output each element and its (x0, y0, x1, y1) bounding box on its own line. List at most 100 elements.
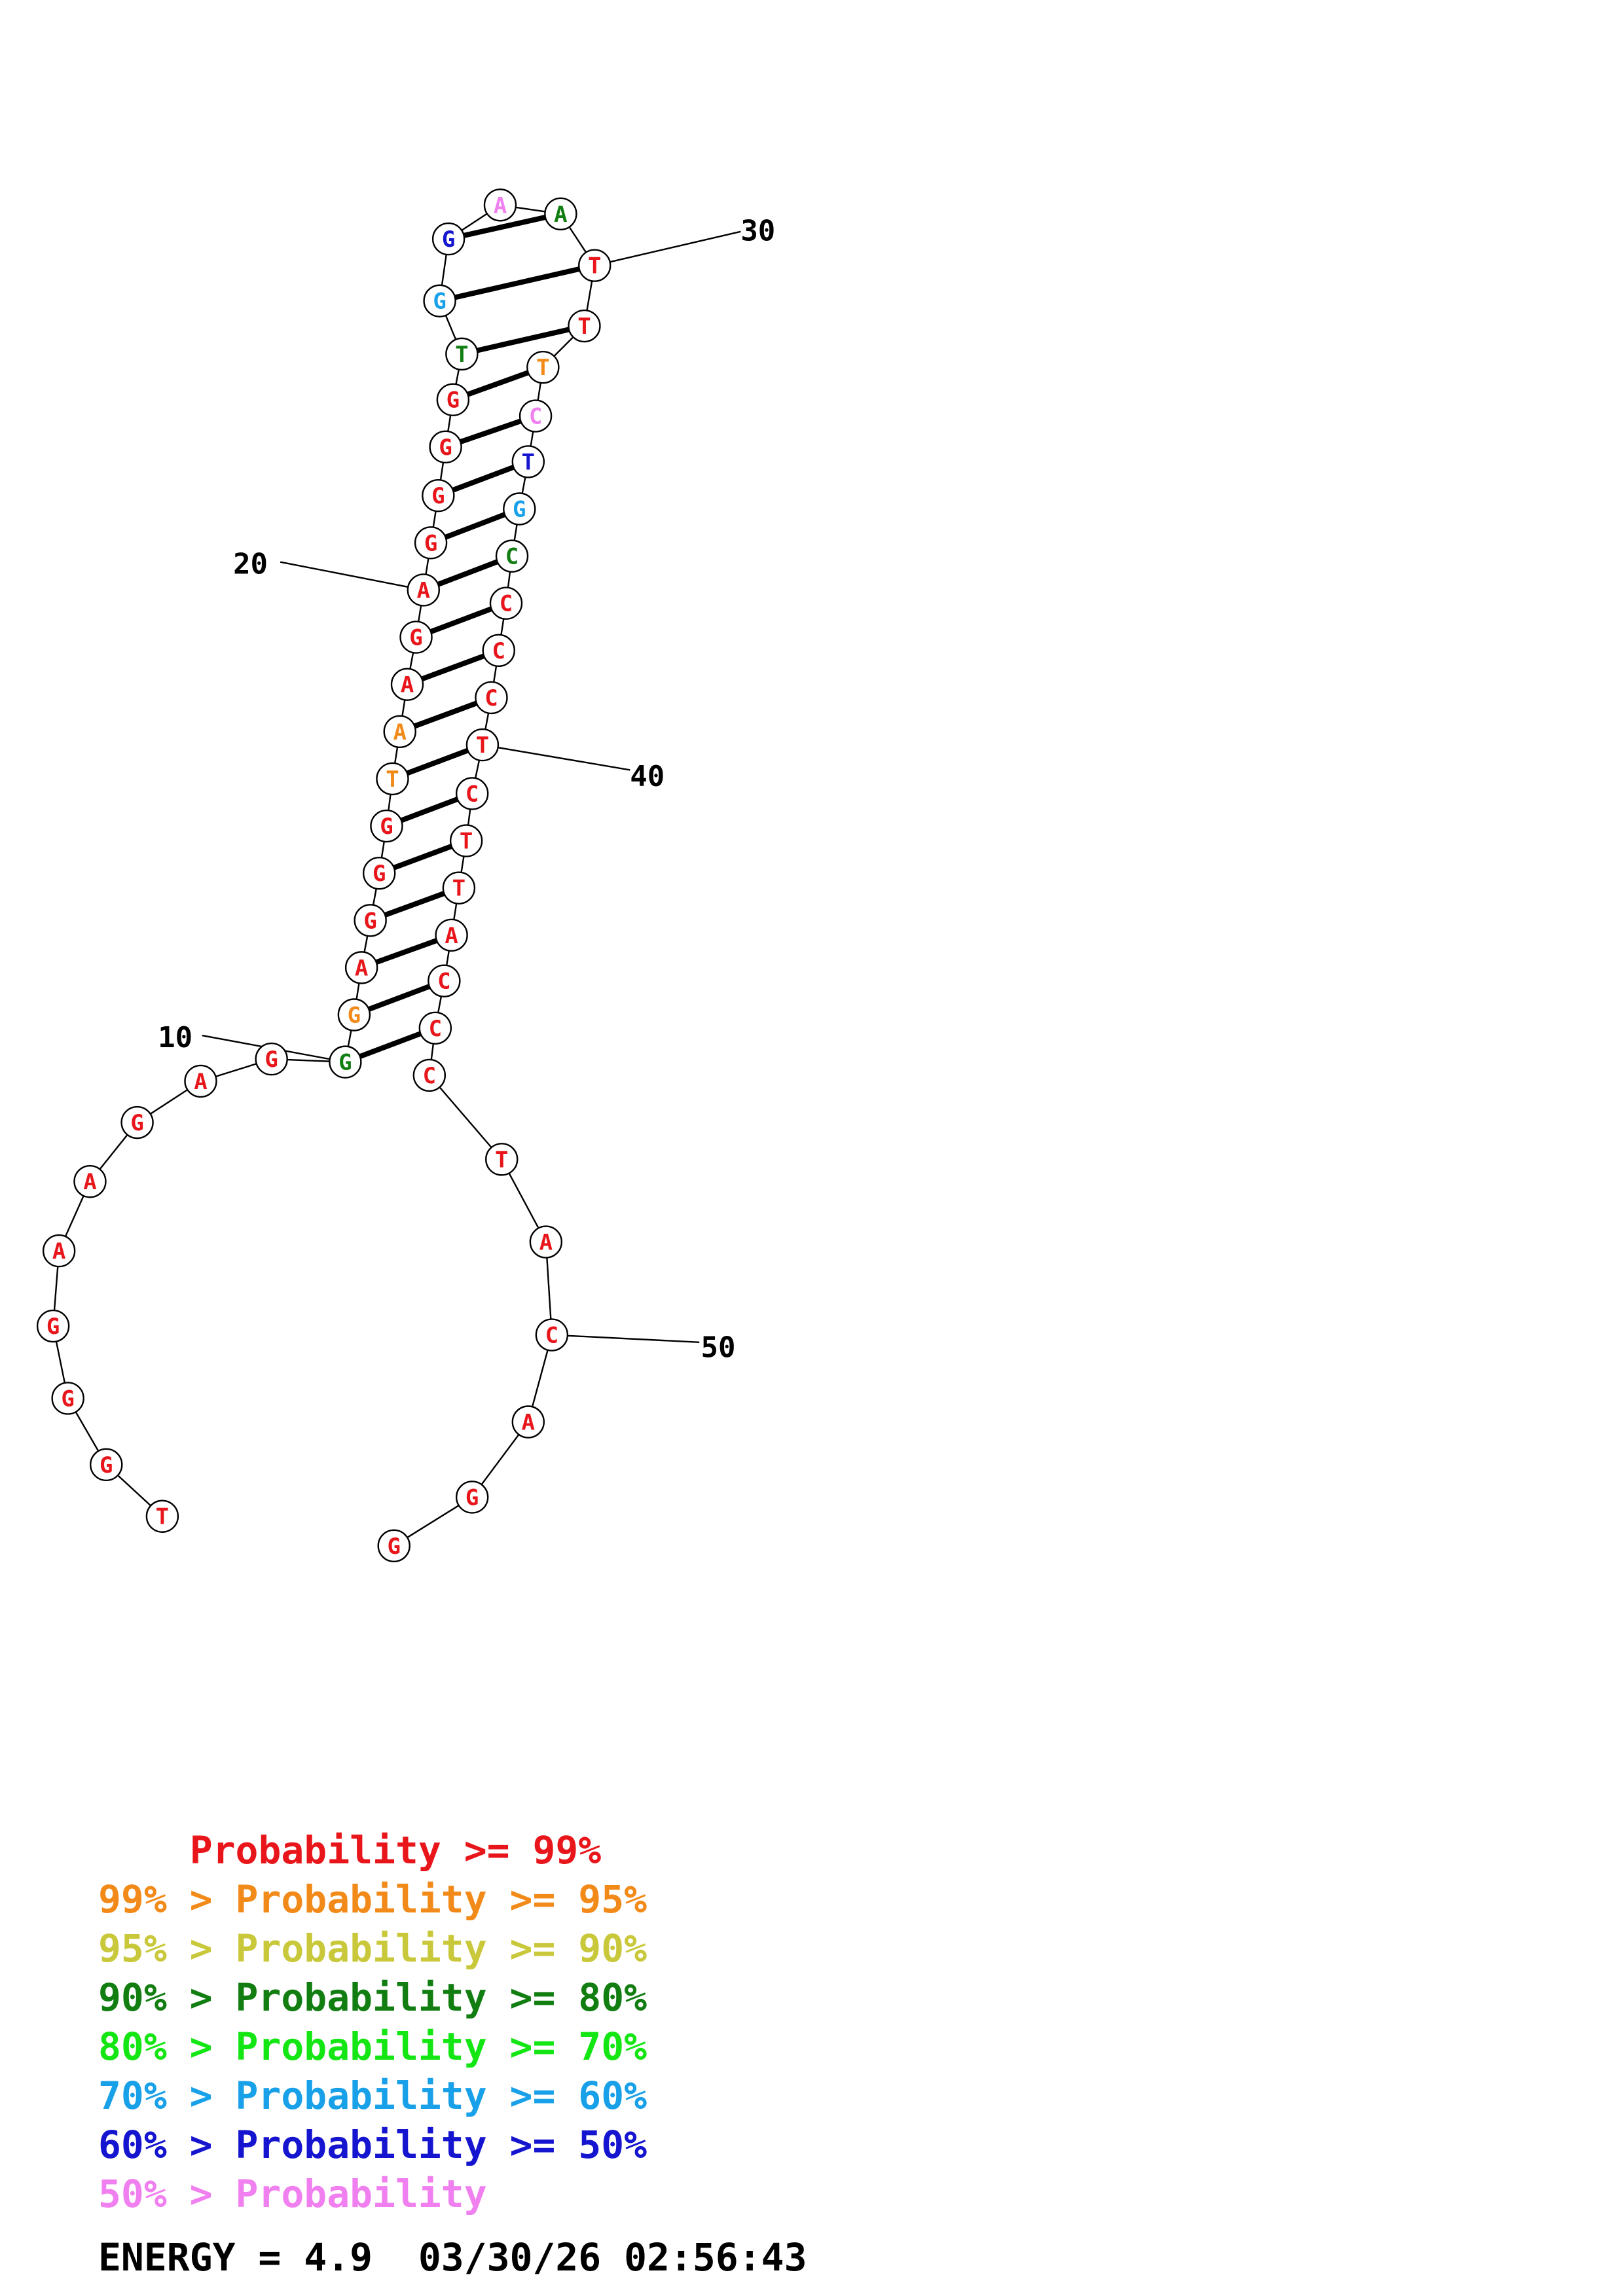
nucleotide-letter: G (100, 1452, 113, 1479)
nucleotide-letter: G (46, 1314, 60, 1340)
nucleotide-letter: C (484, 685, 498, 711)
nucleotide: T (465, 728, 500, 762)
nucleotide-circle (376, 762, 409, 796)
nucleotide-circle (465, 728, 500, 762)
nucleotide-circle (51, 1382, 84, 1415)
legend-entry: 90% > Probability >= 80% (98, 1973, 647, 2022)
base-pair-bond (439, 262, 596, 304)
base-pair-bond (461, 323, 585, 357)
nucleotide: C (519, 399, 553, 433)
nucleotide-circle (435, 918, 468, 952)
nucleotide-letter: A (83, 1169, 96, 1195)
nucleotide-circle (42, 1234, 76, 1268)
nucleotide: G (455, 1480, 489, 1514)
nucleotide: T (568, 309, 601, 343)
nucleotide-circle (535, 1318, 569, 1352)
nucleotide-circle (73, 1164, 107, 1198)
nucleotide-letter: C (437, 969, 450, 995)
nucleotide-letter: T (455, 342, 468, 368)
legend-entry-indent (98, 1828, 190, 1873)
base-pair-bond (448, 211, 562, 242)
nucleotide-circle (529, 1225, 563, 1259)
nucleotide: C (418, 1011, 452, 1045)
nucleotide: G (36, 1309, 70, 1343)
nucleotide-letter: C (465, 781, 479, 807)
nucleotide: G (362, 856, 396, 890)
nucleotide-letter: G (363, 908, 376, 934)
nucleotide-letter: A (401, 672, 414, 698)
nucleotide: G (414, 526, 448, 560)
nucleotide-letter: C (423, 1063, 436, 1089)
nucleotide-letter: A (522, 1410, 535, 1436)
position-label-line (551, 1334, 700, 1344)
nucleotide-circle (485, 1143, 519, 1176)
nucleotide: A (184, 1064, 217, 1098)
nucleotide-letter: G (433, 289, 446, 315)
nucleotide: G (370, 809, 403, 843)
position-label: 50 (701, 1331, 735, 1364)
position-label-line (280, 561, 424, 591)
nucleotide-letter: G (513, 497, 526, 523)
nucleotide: G (329, 1045, 362, 1079)
legend-entry-text: 90% > Probability >= 80% (98, 1975, 647, 2020)
nucleotide-letter: G (348, 1003, 361, 1029)
nucleotide: T (145, 1499, 179, 1533)
position-label: 10 (158, 1021, 192, 1054)
nucleotide-letter: T (588, 253, 601, 279)
position-label: 30 (740, 214, 775, 247)
nucleotide-letter: A (494, 192, 507, 219)
nucleotide-circle (526, 350, 560, 384)
nucleotide: T (485, 1143, 519, 1176)
nucleotide-circle (407, 573, 440, 607)
nucleotide: C (412, 1058, 447, 1092)
nucleotide-letter: C (500, 591, 513, 617)
nucleotide-circle (489, 586, 523, 620)
nucleotide-circle (414, 526, 448, 560)
legend-entry: 70% > Probability >= 60% (98, 2072, 647, 2121)
nucleotide-letter: G (465, 1484, 479, 1511)
nucleotide-letter: G (424, 530, 437, 556)
nucleotide-letter: G (387, 1534, 400, 1560)
nucleotide-letter: G (409, 625, 422, 651)
nucleotide: G (399, 620, 433, 654)
nucleotide-circle (344, 951, 378, 984)
nucleotide-circle (455, 1480, 489, 1514)
legend-entry: 95% > Probability >= 90% (98, 1924, 647, 1973)
nucleotide-letter: G (380, 814, 393, 840)
nucleotide-circle (399, 620, 433, 654)
legend-entry: 50% > Probability (98, 2170, 647, 2219)
nucleotide-circle (370, 809, 403, 843)
nucleotide-circle (442, 871, 476, 905)
energy-footer: ENERGY = 4.9 03/30/26 02:56:43 (98, 2235, 807, 2280)
nucleotide-letter: C (545, 1323, 558, 1349)
nucleotide-circle (423, 284, 456, 317)
position-label-line (594, 230, 741, 266)
legend-entry: 99% > Probability >= 95% (98, 1875, 647, 1924)
nucleotide: A (529, 1225, 563, 1259)
nucleotide-letter: T (476, 732, 489, 759)
legend-entry-text: 80% > Probability >= 70% (98, 2024, 647, 2069)
nucleotide: T (449, 824, 483, 857)
backbone-segment (428, 1075, 503, 1160)
nucleotide-circle (428, 964, 461, 997)
nucleotide-circle (383, 715, 416, 749)
nucleotide-letter: G (130, 1110, 143, 1136)
nucleotide: T (376, 762, 409, 796)
nucleotide: G (337, 998, 371, 1031)
nucleotide-circle (519, 399, 553, 433)
nucleotide-letter: T (495, 1147, 508, 1173)
nucleotide-letter: A (445, 923, 458, 949)
nucleotide-circle (337, 998, 371, 1031)
nucleotide-circle (120, 1105, 154, 1139)
nucleotide-circle (412, 1058, 447, 1092)
nucleotide-letter: C (429, 1016, 442, 1042)
nucleotide-letter: T (577, 314, 591, 340)
nucleotide: A (435, 918, 468, 952)
nucleotide: G (423, 284, 456, 317)
nucleotide-circle (568, 309, 601, 343)
nucleotide: T (578, 249, 611, 282)
nucleotide-circle (511, 1405, 545, 1439)
nucleotide: C (428, 964, 461, 997)
nucleotide-letter: A (417, 577, 430, 603)
